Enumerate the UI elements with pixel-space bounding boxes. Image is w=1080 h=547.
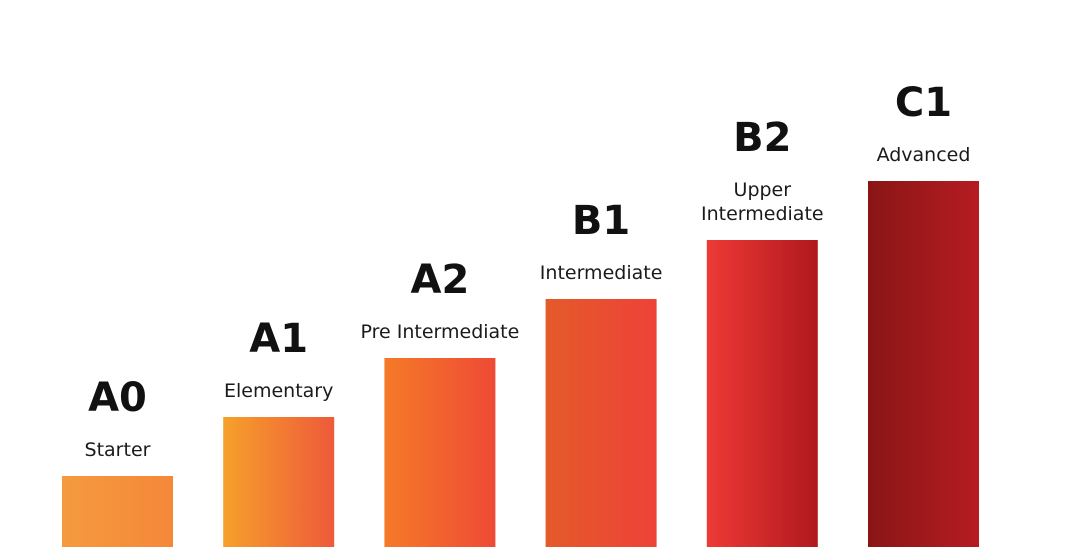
level-name-b2: Upper Intermediate <box>701 179 824 225</box>
bar-b1 <box>545 299 657 547</box>
level-code-b2: B2 <box>733 115 791 161</box>
level-name-line: Intermediate <box>701 203 824 225</box>
level-name-c1: Advanced <box>877 144 971 166</box>
bar-c1 <box>868 181 979 547</box>
bar-b2 <box>706 240 818 547</box>
level-name-a1: Elementary <box>224 380 333 402</box>
level-name-line: Advanced <box>877 144 971 166</box>
bar-a2 <box>384 358 496 547</box>
level-name-line: Starter <box>85 439 151 461</box>
level-name-a0: Starter <box>85 439 151 461</box>
bars-group <box>62 181 979 547</box>
level-name-b1: Intermediate <box>540 262 663 284</box>
level-code-a1: A1 <box>249 316 308 362</box>
bar-a0 <box>62 476 173 547</box>
level-name-line: Intermediate <box>540 262 663 284</box>
level-name-line: Pre Intermediate <box>360 321 519 343</box>
level-code-a2: A2 <box>411 257 470 303</box>
level-code-a0: A0 <box>88 375 147 421</box>
level-name-line: Upper <box>734 179 792 201</box>
level-name-a2: Pre Intermediate <box>360 321 519 343</box>
labels-group: Starter A0 Elementary A1 Pre Intermediate A2 I… <box>85 80 971 461</box>
level-code-b1: B1 <box>572 198 630 244</box>
level-code-c1: C1 <box>895 80 952 126</box>
bar-a1 <box>223 417 335 547</box>
level-name-line: Elementary <box>224 380 333 402</box>
